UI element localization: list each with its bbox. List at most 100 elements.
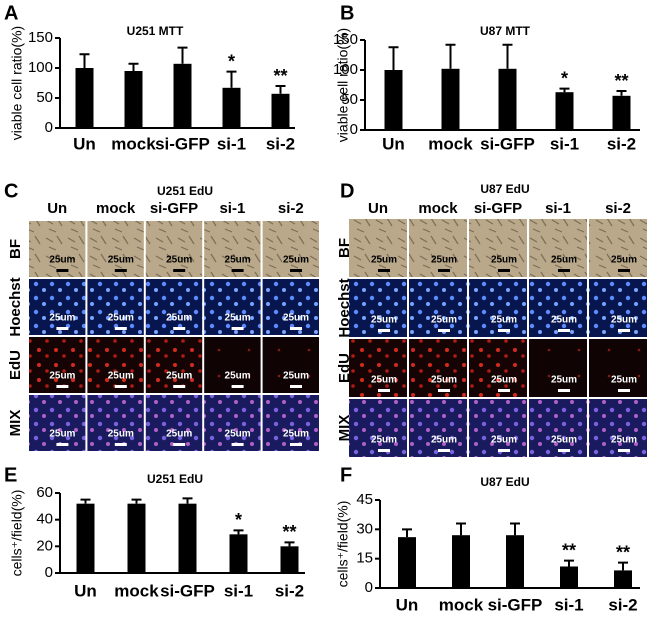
y-tick-label: 100: [28, 59, 53, 76]
scale-bar: [56, 443, 69, 446]
scale-bar: [618, 449, 630, 452]
bar: [441, 68, 460, 130]
column-header: mock: [96, 200, 136, 217]
scale-bar: [378, 389, 390, 392]
error-bar: [275, 85, 286, 94]
scale-bar: [498, 449, 510, 452]
micrograph: [409, 339, 467, 397]
error-bar: [402, 528, 412, 538]
panel-letter: C: [4, 180, 18, 202]
scale-label: 25um: [551, 255, 577, 266]
micrograph: [349, 219, 407, 277]
scale-bar: [378, 329, 390, 332]
significance-label: *: [228, 51, 235, 71]
x-tick-label: si-2: [266, 134, 295, 153]
bar: [398, 537, 416, 588]
bar: [555, 92, 574, 130]
scale-label: 25um: [611, 255, 637, 266]
scale-label: 25um: [431, 255, 457, 266]
scale-bar: [56, 327, 69, 330]
micrograph: [87, 221, 144, 277]
x-tick-label: si-GFP: [480, 134, 535, 153]
x-tick-label: si-1: [217, 134, 246, 153]
bar: [560, 566, 578, 588]
bar: [173, 63, 192, 128]
error-bar: [618, 561, 628, 571]
error-bar: [564, 559, 574, 567]
y-tick-label: 40: [36, 511, 53, 528]
column-header: si-1: [545, 200, 571, 217]
bar: [384, 70, 403, 130]
micrograph: [29, 395, 86, 451]
error-bar: [182, 497, 193, 504]
scale-label: 25um: [431, 315, 457, 326]
micrograph: [469, 399, 527, 457]
scale-bar: [114, 269, 127, 272]
scale-bar: [173, 385, 186, 388]
micrograph: [204, 221, 261, 277]
micrograph: [145, 337, 203, 393]
x-tick-label: Un: [73, 134, 96, 153]
panel-letter: D: [340, 180, 354, 202]
scale-label: 25um: [166, 255, 192, 266]
micrograph: [409, 279, 467, 337]
micrograph: [204, 279, 261, 335]
scale-bar: [231, 327, 244, 330]
micrograph: [145, 221, 203, 277]
scale-label: 25um: [225, 429, 251, 440]
scale-bar: [173, 443, 186, 446]
scale-bar: [438, 329, 450, 332]
y-axis-label: viable cell ratio(%): [335, 28, 351, 142]
scale-label: 25um: [108, 371, 134, 382]
scale-label: 25um: [551, 315, 577, 326]
scale-bar: [290, 443, 302, 446]
scale-bar: [618, 389, 630, 392]
micrograph: [589, 219, 647, 277]
column-header: Un: [368, 200, 388, 217]
significance-label: *: [561, 68, 568, 88]
error-bar: [445, 43, 456, 69]
row-label: BF: [7, 239, 24, 259]
error-bar: [456, 522, 466, 536]
micrograph: [529, 399, 587, 457]
y-tick-label: 50: [341, 91, 358, 108]
micrograph: [589, 399, 647, 457]
micrograph: [469, 219, 527, 277]
micrograph: [87, 337, 144, 393]
micrograph: [29, 221, 86, 277]
y-tick-label: 150: [333, 31, 358, 48]
micrograph: [262, 279, 319, 335]
scale-bar: [114, 327, 127, 330]
micrograph: [29, 337, 86, 393]
scale-label: 25um: [431, 375, 457, 386]
x-tick-label: si-GFP: [488, 595, 543, 614]
panel-letter: A: [4, 2, 18, 24]
y-axis-label: cells⁺/field(%): [335, 501, 351, 588]
y-tick-label: 20: [36, 537, 53, 554]
bar: [124, 71, 143, 128]
scale-label: 25um: [283, 371, 309, 382]
micrograph: [87, 395, 144, 451]
micrograph: [349, 279, 407, 337]
scale-label: 25um: [283, 429, 309, 440]
x-tick-label: Un: [396, 595, 419, 614]
scale-bar: [231, 269, 244, 272]
row-label: EdU: [336, 353, 353, 383]
error-bar: [128, 62, 139, 71]
scale-bar: [290, 327, 302, 330]
micrograph: [589, 279, 647, 337]
micrograph: [349, 339, 407, 397]
scale-label: 25um: [108, 313, 134, 324]
y-axis-label: viable cell ratio(%): [9, 26, 25, 140]
micrograph: [349, 399, 407, 457]
x-tick-label: si-2: [608, 595, 637, 614]
significance-label: *: [235, 510, 242, 530]
micrograph: [469, 339, 527, 397]
chart-title: U87 EdU: [480, 475, 529, 489]
scale-bar: [114, 443, 127, 446]
panel-letter: F: [340, 464, 352, 486]
micrograph: [87, 279, 144, 335]
error-bar: [233, 529, 244, 535]
scale-bar: [618, 269, 630, 272]
